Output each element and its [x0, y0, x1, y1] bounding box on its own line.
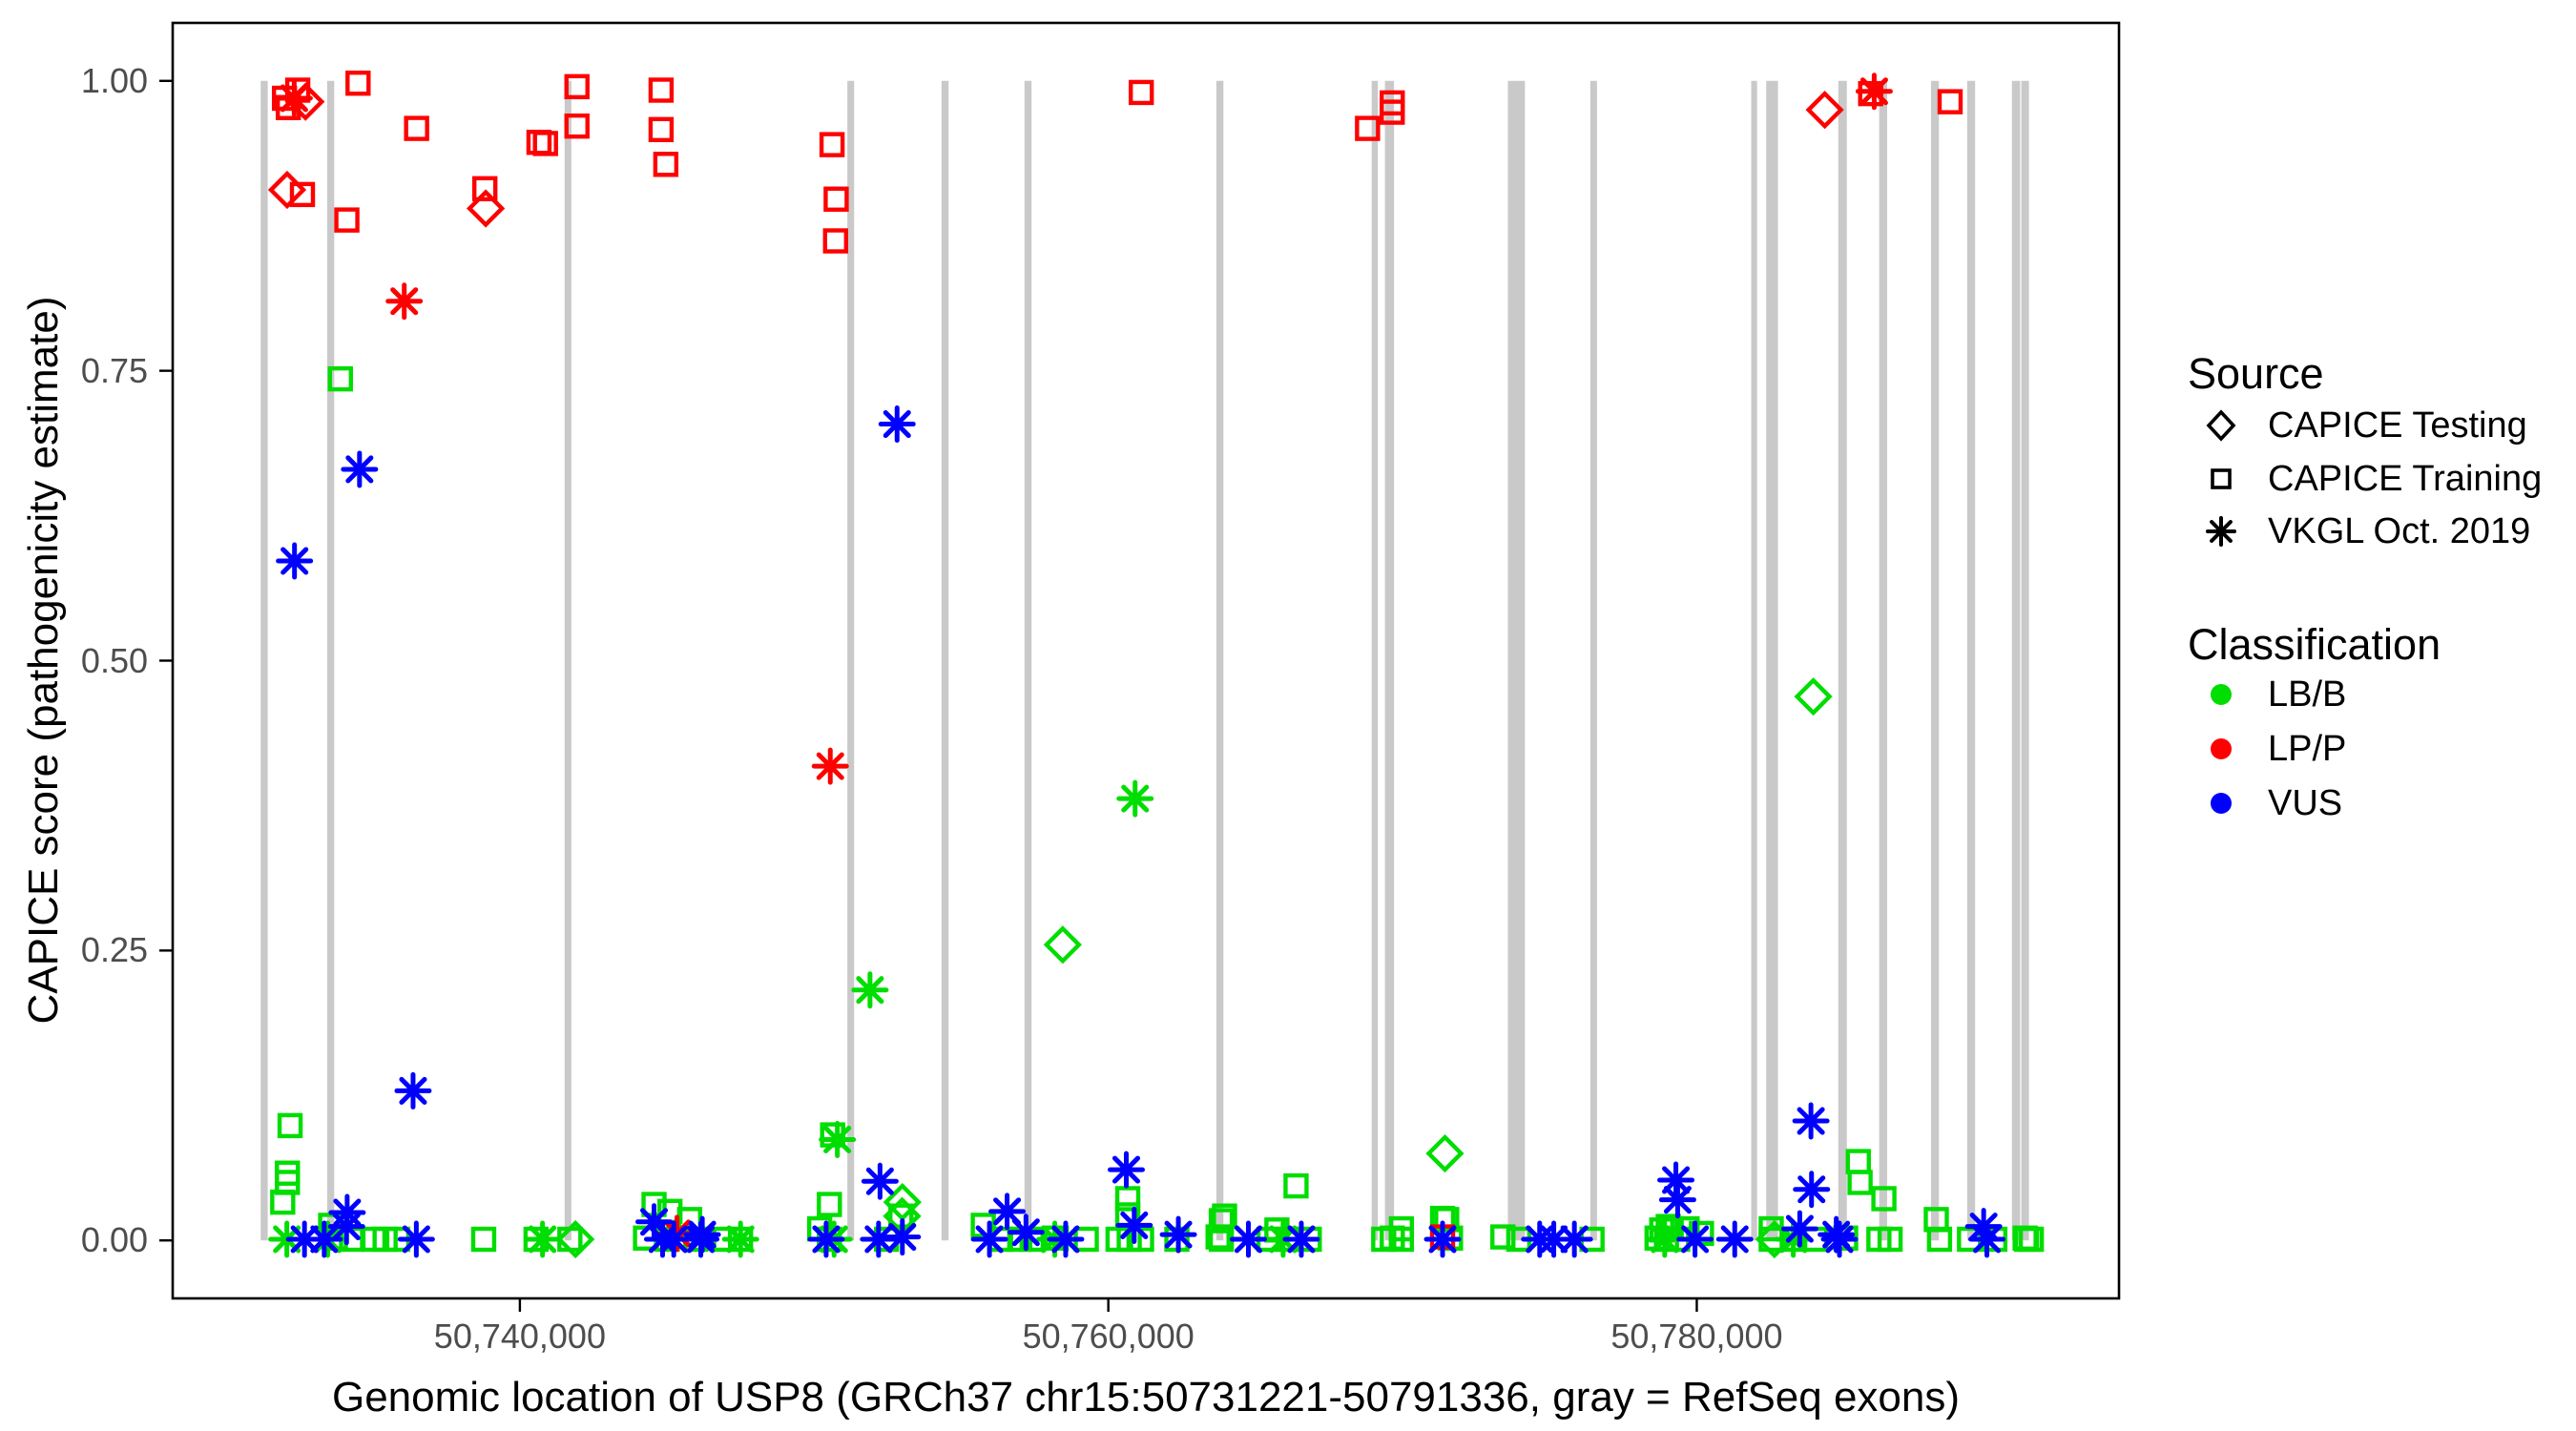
legend-item-vkgl: VKGL Oct. 2019 — [2188, 505, 2530, 558]
y-tick-label: 0.00 — [80, 1220, 148, 1260]
series-capice-testing-lb-b — [556, 677, 1833, 1259]
y-tick-label: 1.00 — [80, 60, 148, 100]
panel-border — [171, 21, 2121, 1300]
legend-item-capice-testing: CAPICE Testing — [2188, 399, 2527, 452]
x-tick-label: 50,780,000 — [1610, 1317, 1783, 1356]
series-capice-training-lp-p — [271, 71, 1963, 1250]
refseq-exon-bars — [260, 80, 2029, 1241]
x-tick-label: 50,760,000 — [1022, 1317, 1195, 1356]
exon-bar — [1966, 80, 1976, 1241]
exon-bar — [260, 80, 268, 1241]
exon-bar — [847, 80, 855, 1241]
asterisk-icon — [2206, 516, 2236, 547]
x-axis-title: Genomic location of USP8 (GRCh37 chr15:5… — [331, 1374, 1961, 1421]
diamond-icon — [2206, 409, 2236, 442]
legend-source-title: Source — [2188, 349, 2324, 398]
y-tick-label: 0.75 — [80, 350, 148, 390]
exon-bar — [1371, 80, 1379, 1241]
square-icon — [2211, 468, 2232, 489]
exon-bar — [1766, 80, 1778, 1241]
series-capice-testing-lp-p — [267, 82, 1844, 228]
exon-bar — [941, 80, 949, 1241]
exon-bar — [1507, 80, 1526, 1241]
y-tick-label: 0.50 — [80, 640, 148, 680]
y-tick-label: 0.25 — [80, 930, 148, 970]
x-tick-label: 50,740,000 — [433, 1317, 606, 1356]
legend-item-label: LP/P — [2268, 728, 2347, 769]
legend-item-lbb: LB/B — [2188, 668, 2346, 721]
y-axis-title: CAPICE score (pathogenicity estimate) — [20, 296, 67, 1025]
series-vkgl-oct-2019-lp-p — [275, 73, 1893, 1253]
legend-item-label: CAPICE Testing — [2268, 404, 2527, 446]
exon-bar — [564, 80, 571, 1241]
exon-bar — [1384, 80, 1395, 1241]
series-vkgl-oct-2019-lb-b — [268, 779, 1813, 1258]
exon-bar — [1879, 80, 1887, 1241]
exon-bar — [2011, 80, 2021, 1241]
legend-item-label: CAPICE Training — [2268, 458, 2543, 499]
legend-item-label: LB/B — [2268, 674, 2347, 715]
exon-bar — [1838, 80, 1847, 1241]
axis-ticks — [159, 79, 1698, 1312]
exon-bar — [2021, 80, 2029, 1241]
legend-classification-title: Classification — [2188, 620, 2441, 669]
lpp-dot-icon — [2211, 738, 2232, 759]
exon-bar — [1589, 80, 1597, 1241]
exon-bar — [1024, 80, 1032, 1241]
legend-item-vus: VUS — [2188, 777, 2342, 830]
exon-bar — [1930, 80, 1940, 1241]
series-vkgl-oct-2019-vus — [276, 405, 2006, 1258]
legend-item-label: VKGL Oct. 2019 — [2268, 510, 2531, 551]
vus-dot-icon — [2211, 793, 2232, 814]
exon-bar — [1215, 80, 1224, 1241]
legend-item-lpp: LP/P — [2188, 722, 2346, 776]
exon-bar — [1751, 80, 1757, 1241]
legend-item-label: VUS — [2268, 782, 2343, 823]
lbb-dot-icon — [2211, 684, 2232, 705]
exon-bar — [326, 80, 335, 1241]
legend-item-capice-training: CAPICE Training — [2188, 452, 2542, 506]
